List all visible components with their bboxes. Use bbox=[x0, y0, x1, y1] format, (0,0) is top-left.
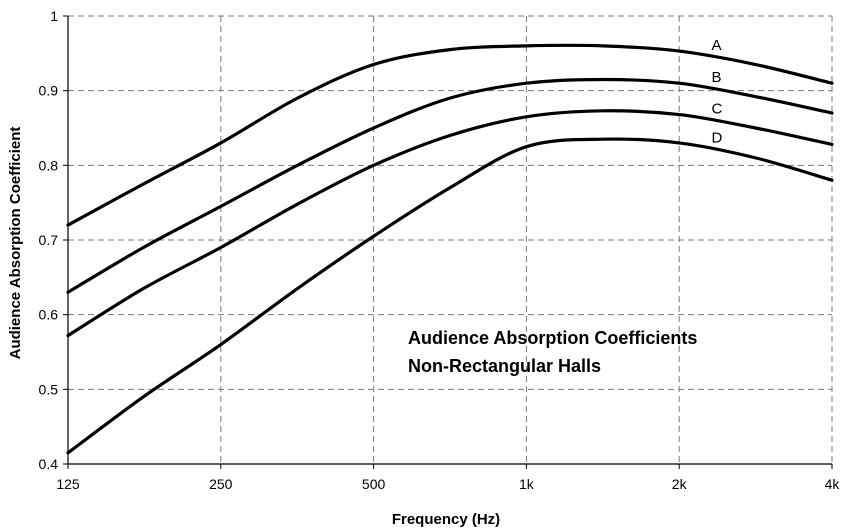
y-tick-label: 0.9 bbox=[39, 83, 59, 99]
series-label-b: B bbox=[712, 69, 722, 86]
tick-labels: 0.4 0.5 0.6 0.7 0.8 0.9 1 125 250 500 1k 2k 4k bbox=[39, 8, 841, 492]
series-line-a bbox=[66, 43, 834, 227]
series-line-b bbox=[66, 77, 834, 294]
x-tick-label: 125 bbox=[56, 476, 80, 492]
y-tick-label: 0.7 bbox=[39, 232, 59, 248]
x-tick-label: 250 bbox=[209, 476, 233, 492]
y-tick-label: 1 bbox=[50, 8, 58, 24]
series-label-c: C bbox=[712, 100, 723, 117]
chart-annotation-line-1: Audience Absorption Coefficients bbox=[408, 328, 697, 348]
chart-annotation-line-2: Non-Rectangular Halls bbox=[408, 356, 601, 376]
x-tick-label: 4k bbox=[825, 476, 841, 492]
x-tick-label: 2k bbox=[672, 476, 688, 492]
y-tick-label: 0.6 bbox=[39, 307, 59, 323]
series-label-a: A bbox=[712, 37, 722, 54]
series-label-d: D bbox=[712, 129, 723, 146]
series-line-c bbox=[66, 109, 834, 338]
y-tick-label: 0.8 bbox=[39, 157, 59, 173]
x-axis-label: Frequency (Hz) bbox=[392, 511, 500, 528]
y-axis-label: Audience Absorption Coefficient bbox=[7, 127, 24, 360]
y-tick-label: 0.4 bbox=[39, 456, 59, 472]
series-line-d bbox=[66, 137, 834, 455]
gridlines bbox=[68, 15, 833, 464]
y-tick-label: 0.5 bbox=[39, 381, 59, 397]
x-tick-label: 1k bbox=[519, 476, 535, 492]
series-lines bbox=[66, 43, 834, 455]
axes bbox=[63, 15, 833, 469]
x-tick-label: 500 bbox=[362, 476, 386, 492]
